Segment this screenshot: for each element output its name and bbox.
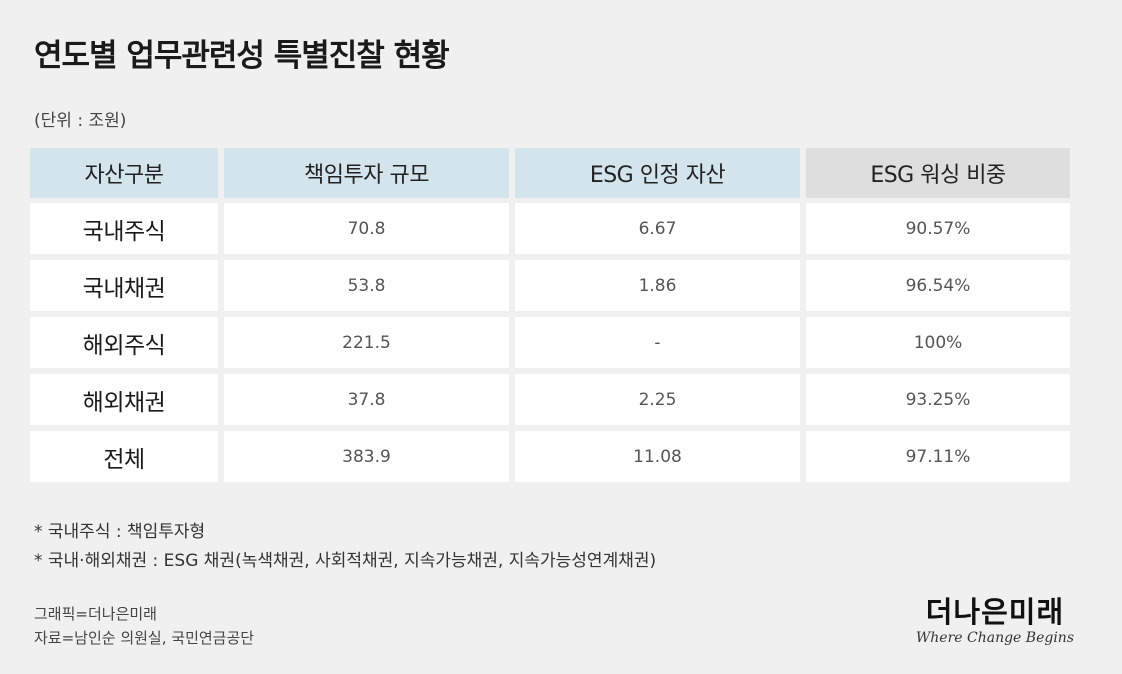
cell-asset-type: 해외주식 (30, 317, 218, 368)
footnote-1: * 국내주식 : 책임투자형 (34, 522, 206, 542)
cell-responsible-investment: 70.8 (224, 203, 509, 254)
cell-esg-washing-ratio: 97.11% (806, 431, 1070, 482)
cell-esg-assets: 2.25 (515, 374, 800, 425)
header-esg-washing-ratio: ESG 워싱 비중 (806, 148, 1070, 198)
cell-asset-type: 해외채권 (30, 374, 218, 425)
cell-asset-type: 국내주식 (30, 203, 218, 254)
table-row: 전체 383.9 11.08 97.11% (30, 431, 1070, 482)
page-title: 연도별 업무관련성 특별진찰 현황 (34, 38, 450, 74)
footnote-2: * 국내·해외채권 : ESG 채권(녹색채권, 사회적채권, 지속가능채권, … (34, 551, 657, 571)
unit-label: (단위 : 조원) (34, 111, 127, 131)
cell-esg-washing-ratio: 96.54% (806, 260, 1070, 311)
credit-source: 자료=남인순 의원실, 국민연금공단 (34, 629, 255, 647)
table-row: 국내채권 53.8 1.86 96.54% (30, 260, 1070, 311)
cell-responsible-investment: 37.8 (224, 374, 509, 425)
cell-esg-washing-ratio: 90.57% (806, 203, 1070, 254)
data-table: 자산구분 책임투자 규모 ESG 인정 자산 ESG 워싱 비중 국내주식 70.… (30, 148, 1070, 488)
cell-asset-type: 국내채권 (30, 260, 218, 311)
cell-esg-assets: - (515, 317, 800, 368)
header-asset-type: 자산구분 (30, 148, 218, 198)
table-row: 해외채권 37.8 2.25 93.25% (30, 374, 1070, 425)
table-row: 국내주식 70.8 6.67 90.57% (30, 203, 1070, 254)
brand-name: 더나은미래 (925, 595, 1065, 629)
table-row: 해외주식 221.5-100% (30, 317, 1070, 368)
cell-esg-washing-ratio: 100% (806, 317, 1070, 368)
brand-tagline: Where Change Begins (915, 630, 1074, 646)
table-header-row: 자산구분 책임투자 규모 ESG 인정 자산 ESG 워싱 비중 (30, 148, 1070, 198)
header-esg-assets: ESG 인정 자산 (515, 148, 800, 198)
cell-esg-assets: 11.08 (515, 431, 800, 482)
header-responsible-investment: 책임투자 규모 (224, 148, 509, 198)
credit-graphic: 그래픽=더나은미래 (34, 605, 157, 623)
credits: 그래픽=더나은미래 자료=남인순 의원실, 국민연금공단 (34, 602, 254, 650)
cell-esg-washing-ratio: 93.25% (806, 374, 1070, 425)
cell-esg-assets: 1.86 (515, 260, 800, 311)
cell-esg-assets: 6.67 (515, 203, 800, 254)
cell-responsible-investment: 53.8 (224, 260, 509, 311)
cell-responsible-investment: 383.9 (224, 431, 509, 482)
footnotes: * 국내주식 : 책임투자형 * 국내·해외채권 : ESG 채권(녹색채권, … (34, 518, 656, 576)
cell-responsible-investment: 221.5 (224, 317, 509, 368)
table-body: 국내주식 70.8 6.67 90.57% 국내채권 53.8 1.86 96.54% 해외주식… (30, 203, 1070, 482)
brand-logo: 더나은미래 Where Change Begins (916, 596, 1074, 646)
cell-asset-type: 전체 (30, 431, 218, 482)
